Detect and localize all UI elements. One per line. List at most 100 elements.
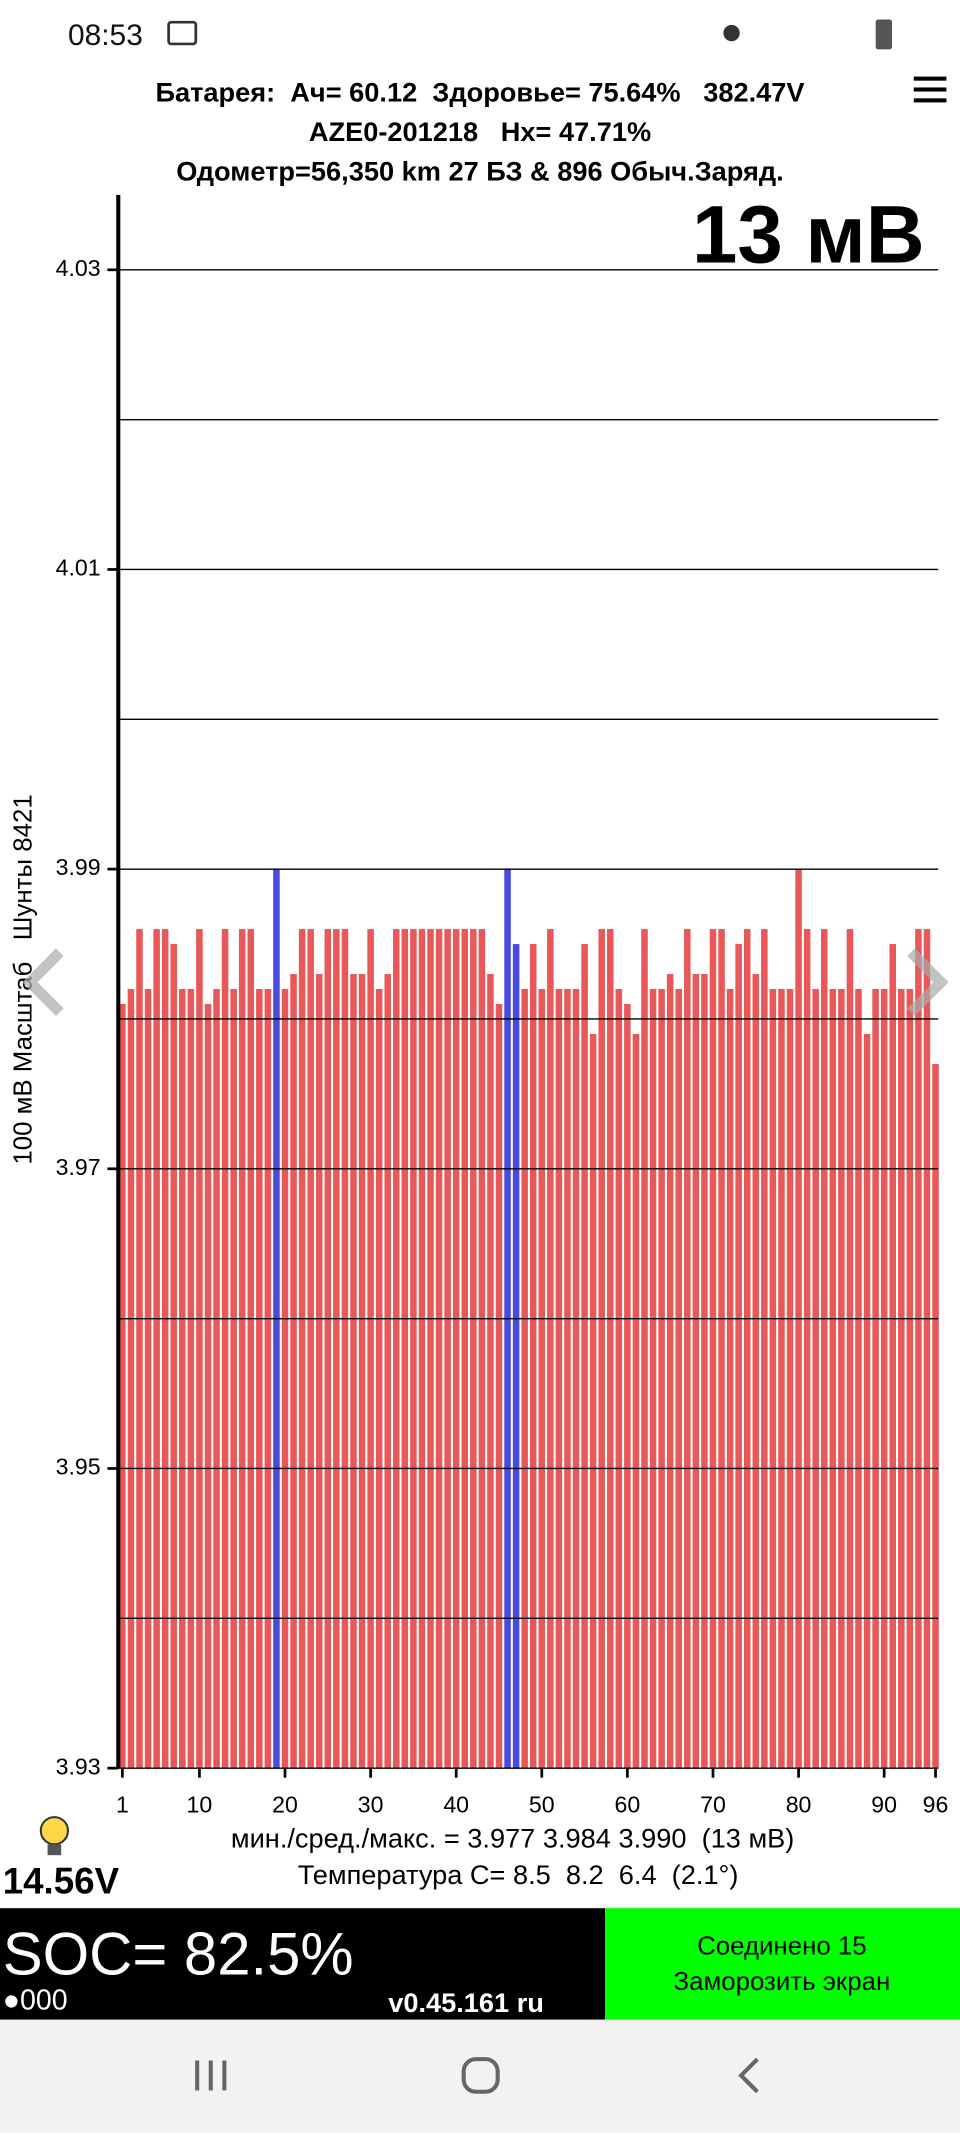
stats-line: Температура С= 8.5 8.2 6.4 (2.1°) [298, 1859, 739, 1890]
dots: ●000 [3, 1985, 68, 2017]
bar [196, 929, 203, 1769]
bar [324, 929, 332, 1769]
bar [127, 989, 135, 1769]
x-tick-label: 90 [871, 1791, 897, 1817]
x-tick-label: 30 [358, 1791, 384, 1817]
header-line: AZE0-201218 Hx= 47.71% [309, 116, 651, 147]
bar [607, 929, 614, 1769]
bar [735, 944, 742, 1769]
bar [906, 989, 914, 1769]
bar [170, 944, 177, 1769]
bar [812, 989, 819, 1769]
status-time: 08:53 [68, 19, 143, 52]
bar [281, 989, 289, 1769]
bar [238, 929, 246, 1769]
menu-bar[interactable] [913, 98, 947, 103]
x-tick-label: 20 [272, 1791, 298, 1817]
x-tick-label: 1 [116, 1791, 129, 1817]
bar [666, 974, 674, 1769]
bar [889, 944, 896, 1769]
bar [898, 989, 905, 1769]
version: v0.45.161 ru [388, 1987, 544, 2018]
bar [692, 974, 700, 1769]
bar [393, 929, 400, 1769]
bar [144, 989, 152, 1769]
bar [932, 1063, 939, 1769]
bar [161, 929, 169, 1769]
bar [718, 929, 725, 1769]
bulb-icon [39, 1816, 70, 1856]
bar [452, 929, 460, 1769]
connect-button[interactable] [605, 1908, 960, 2020]
bulb [39, 1816, 70, 1846]
bar [478, 929, 486, 1769]
bar [418, 929, 426, 1769]
bar [564, 989, 571, 1769]
bar [555, 989, 563, 1769]
bar [829, 989, 837, 1769]
next-arrow[interactable] [907, 948, 949, 1016]
bar [632, 1033, 640, 1769]
header-line: Батарея: Ач= 60.12 Здоровье= 75.64% 382.… [155, 76, 804, 107]
y-tick-label: 3.95 [56, 1454, 101, 1480]
bar [529, 944, 537, 1769]
bar [435, 929, 443, 1769]
bar [204, 1003, 212, 1769]
menu-icon[interactable] [913, 76, 947, 103]
bar [350, 974, 357, 1769]
bar [761, 929, 768, 1769]
bar [880, 989, 888, 1769]
bar [221, 929, 229, 1769]
bar [367, 929, 374, 1769]
bar [247, 929, 255, 1769]
x-tick-label: 60 [615, 1791, 641, 1817]
bar [358, 974, 366, 1769]
y-tick-label: 4.03 [56, 255, 101, 281]
button-text[interactable]: Заморозить экран [674, 1968, 891, 1996]
x-tick-label: 70 [700, 1791, 726, 1817]
bar [136, 929, 143, 1769]
bar [213, 989, 220, 1769]
menu-bar[interactable] [913, 76, 947, 81]
bar [487, 974, 494, 1769]
status-bar [0, 0, 960, 69]
nav-icons[interactable] [195, 2057, 759, 2094]
header-line: Одометр=56,350 km 27 БЗ & 896 Обыч.Заряд… [176, 155, 783, 186]
bar [256, 989, 263, 1769]
y-tick-label: 3.99 [56, 854, 101, 880]
bar [786, 989, 794, 1769]
bar [615, 989, 623, 1769]
x-tick-label: 40 [443, 1791, 469, 1817]
bar [470, 929, 477, 1769]
bar [333, 929, 340, 1769]
bar [153, 929, 160, 1769]
menu-bar[interactable] [913, 87, 947, 92]
y-tick-label: 3.97 [56, 1154, 101, 1180]
bar [915, 929, 922, 1769]
bar [581, 944, 588, 1769]
x-tick-label: 80 [786, 1791, 812, 1817]
bar [298, 929, 306, 1769]
bulb-base [47, 1844, 62, 1856]
bar [341, 929, 349, 1769]
prev-arrow[interactable] [22, 948, 64, 1016]
bar [410, 929, 417, 1769]
bar [512, 944, 520, 1769]
bar [401, 929, 409, 1769]
status-icon [723, 24, 740, 42]
bar [743, 929, 751, 1769]
x-tick-label: 10 [187, 1791, 213, 1817]
bar [701, 974, 708, 1769]
bar [598, 929, 605, 1769]
bar [709, 929, 717, 1769]
plot: 3.93 3.95 3.97 3.99 4.01 4.03 1 10 20 30 40 50 60 70 8… [56, 255, 949, 1817]
bar [538, 989, 546, 1769]
nav-home[interactable] [461, 2057, 500, 2094]
button-text[interactable]: Соединено 15 [697, 1932, 866, 1960]
bar [572, 989, 580, 1769]
bar [624, 1003, 631, 1769]
bar [838, 989, 845, 1769]
bar [675, 989, 683, 1769]
nav-back[interactable] [738, 2057, 759, 2094]
